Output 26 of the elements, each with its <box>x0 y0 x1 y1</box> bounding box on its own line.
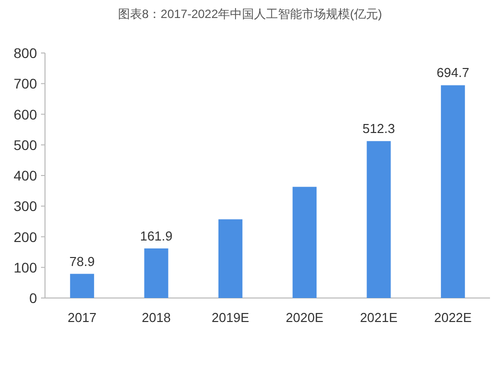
x-tick-label: 2019E <box>212 310 250 325</box>
chart-title: 图表8：2017-2022年中国人工智能市场规模(亿元) <box>118 7 382 21</box>
y-tick-label: 100 <box>14 259 38 276</box>
bar <box>144 248 168 298</box>
x-tick-label: 2022E <box>434 310 472 325</box>
bar <box>440 85 465 298</box>
bar <box>70 274 94 298</box>
y-tick-label: 400 <box>14 168 38 184</box>
y-tick-label: 300 <box>14 198 38 214</box>
data-label: 694.7 <box>436 65 470 80</box>
y-tick-label: 600 <box>14 106 38 122</box>
bar <box>292 186 317 298</box>
x-tick-label: 2020E <box>286 310 324 325</box>
data-label: 78.9 <box>69 254 95 269</box>
data-label: 161.9 <box>140 228 173 244</box>
bar <box>366 141 391 298</box>
y-tick-label: 700 <box>14 76 38 92</box>
data-label: 512.3 <box>362 121 396 136</box>
y-tick-label: 500 <box>14 136 38 153</box>
y-tick-label: 800 <box>14 45 38 61</box>
x-tick-label: 2018 <box>142 310 171 325</box>
x-tick-label: 2021E <box>360 310 398 325</box>
y-tick-label: 0 <box>29 290 38 306</box>
y-tick-label: 200 <box>14 228 38 245</box>
bar <box>218 219 242 298</box>
x-tick-label: 2017 <box>68 310 97 325</box>
